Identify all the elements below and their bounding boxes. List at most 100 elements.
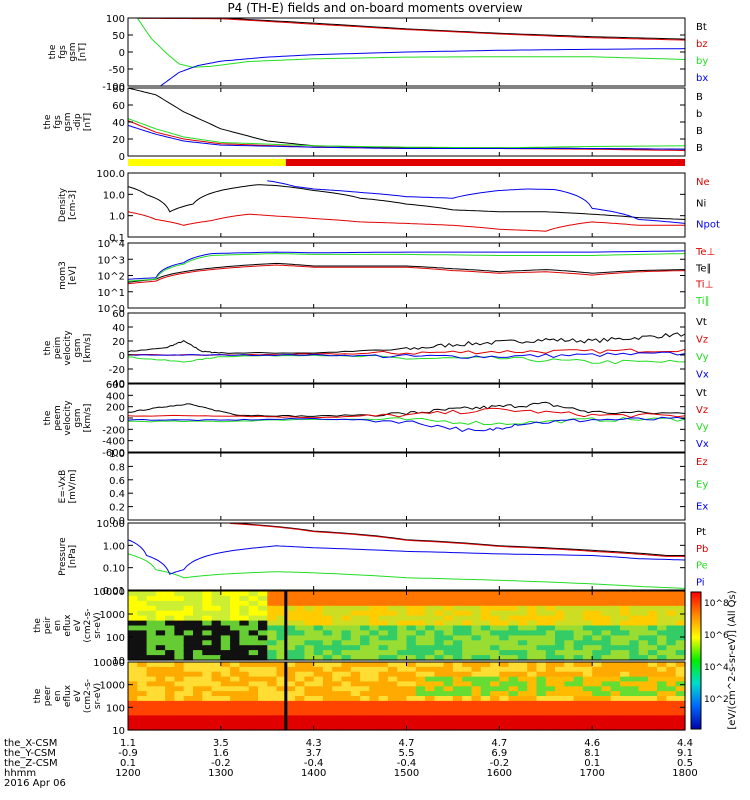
spectrogram-cell	[657, 691, 667, 697]
spectrogram-cell	[313, 696, 324, 702]
spectrogram-cell	[267, 610, 278, 617]
spectrogram-cell	[452, 720, 463, 726]
spectrogram-cell	[471, 700, 482, 707]
y-axis-label: gsm	[73, 408, 83, 427]
spectrogram-cell	[378, 620, 389, 627]
spectrogram-cell	[666, 715, 677, 721]
spectrogram-cell	[629, 600, 640, 607]
spectrogram-cell	[341, 625, 352, 631]
x-axis-value: 4.7	[491, 738, 507, 749]
spectrogram-cell	[610, 691, 621, 697]
spectrogram-cell	[202, 591, 213, 597]
spectrogram-cell	[666, 650, 677, 656]
spectrogram-cell	[434, 655, 445, 661]
spectrogram-cell	[267, 725, 278, 731]
spectrogram-cell	[499, 600, 510, 607]
spectrogram-cell	[675, 625, 686, 631]
spectrogram-cell	[304, 620, 315, 627]
spectrogram-cell	[545, 691, 556, 697]
spectrogram-cell	[666, 696, 677, 702]
y-axis-label: Pressure	[58, 537, 68, 576]
spectrogram-cell	[267, 710, 278, 717]
spectrogram-cell	[582, 591, 593, 597]
y-tick-label: 100	[106, 703, 125, 714]
y-axis-label: eflux	[63, 684, 73, 707]
spectrogram-cell	[211, 650, 222, 656]
spectrogram-cell	[258, 620, 268, 627]
y-tick-label: 10^1	[98, 288, 125, 299]
spectrogram-cell	[555, 615, 565, 622]
spectrogram-cell	[434, 676, 445, 683]
legend-entry: bz	[696, 39, 708, 50]
spectrogram-cell	[592, 691, 603, 697]
spectrogram-cell	[443, 705, 454, 712]
y-tick-label: 40	[112, 323, 125, 334]
y-tick-label: 100	[106, 14, 125, 25]
spectrogram-cell	[369, 605, 380, 612]
spectrogram-cell	[211, 686, 222, 692]
spectrogram-cell	[295, 691, 305, 697]
spectrogram-cell	[304, 705, 315, 712]
spectrogram-cell	[387, 615, 398, 622]
spectrogram-cell	[647, 671, 658, 678]
x-axis-value: 4.7	[399, 738, 415, 749]
spectrogram-cell	[295, 666, 305, 673]
spectrogram-cell	[527, 710, 538, 717]
spectrogram-cell	[304, 710, 315, 717]
spectrogram-cell	[545, 700, 556, 707]
spectrogram-cell	[675, 610, 686, 617]
spectrogram-cell	[592, 715, 603, 721]
spectrogram-cell	[193, 591, 203, 597]
spectrogram-cell	[387, 700, 398, 707]
spectrogram-cell	[443, 655, 454, 661]
spectrogram-cell	[573, 700, 584, 707]
spectrogram-cell	[332, 700, 343, 707]
spectrogram-cell	[128, 615, 138, 622]
spectrogram-cell	[350, 671, 361, 678]
spectrogram-cell	[146, 620, 157, 627]
spectrogram-cell	[527, 662, 538, 668]
spectrogram-cell	[202, 595, 213, 602]
spectrogram-cell	[165, 615, 175, 622]
spectrogram-cell	[425, 715, 435, 721]
spectrogram-cell	[582, 620, 593, 627]
spectrogram-cell	[675, 615, 686, 622]
spectrogram-cell	[601, 615, 612, 622]
spectrogram-cell	[258, 591, 268, 597]
spectrogram-cell	[508, 635, 519, 641]
spectrogram-cell	[174, 610, 185, 617]
spectrogram-cell	[434, 615, 445, 622]
y-tick-label: 0.10	[103, 564, 125, 575]
spectrogram-cell	[406, 595, 417, 602]
spectrogram-cell	[425, 605, 435, 612]
spectrogram-cell	[369, 725, 380, 731]
spectrogram-cell	[276, 605, 287, 612]
spectrogram-cell	[527, 595, 538, 602]
spectrogram-cell	[657, 681, 667, 687]
spectrogram-cell	[638, 681, 649, 687]
spectrogram-cell	[647, 600, 658, 607]
spectrogram-cell	[193, 600, 203, 607]
y-tick-label: 80	[112, 84, 125, 95]
spectrogram-cell	[620, 696, 630, 702]
spectrogram-cell	[452, 610, 463, 617]
spectrogram-cell	[211, 595, 222, 602]
spectrogram-cell	[350, 720, 361, 726]
spectrogram-cell	[434, 630, 445, 636]
spectrogram-cell	[332, 676, 343, 683]
spectrogram-cell	[564, 645, 575, 651]
spectrogram-cell	[146, 605, 157, 612]
spectrogram-cell	[128, 635, 138, 641]
y-tick-label: 1.0	[109, 212, 125, 223]
spectrogram-cell	[434, 625, 445, 631]
spectrogram-cell	[397, 591, 408, 597]
spectrogram-cell	[285, 691, 296, 697]
spectrogram-cell	[193, 681, 203, 687]
spectrogram-cell	[620, 605, 630, 612]
spectrogram-cell	[322, 725, 333, 731]
spectrogram-cell	[155, 610, 166, 617]
spectrogram-cell	[332, 640, 343, 646]
spectrogram-cell	[601, 640, 612, 646]
spectrogram-cell	[378, 630, 389, 636]
spectrogram-cell	[657, 720, 667, 726]
